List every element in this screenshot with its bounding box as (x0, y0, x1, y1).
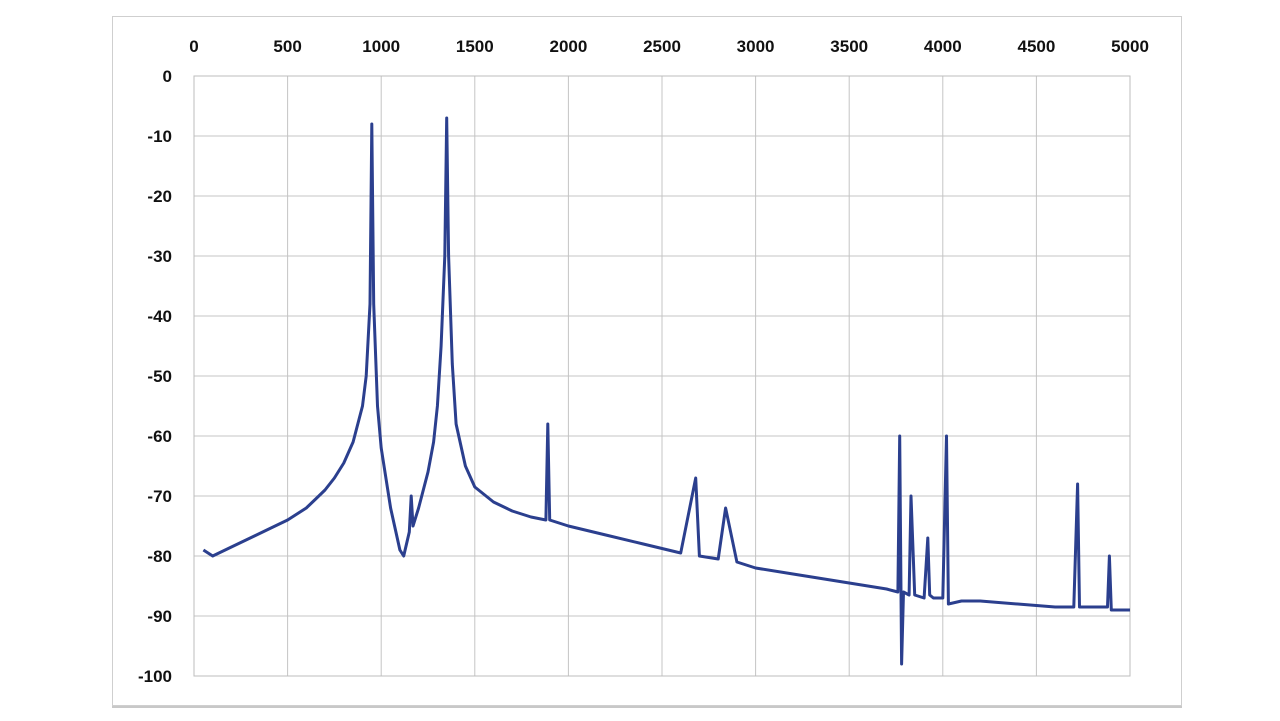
x-tick-label: 1500 (456, 37, 494, 56)
y-tick-label: -60 (147, 427, 172, 446)
series-group (202, 116, 1130, 666)
x-tick-label: 3500 (830, 37, 868, 56)
y-tick-label: -50 (147, 367, 172, 386)
y-tick-label: 0 (163, 67, 172, 86)
x-axis-ticks: 0 500 1000 1500 2000 2500 3000 3500 4000 4500 5000 (189, 37, 1149, 56)
y-tick-label: -30 (147, 247, 172, 266)
y-tick-label: -40 (147, 307, 172, 326)
bottom-divider (112, 706, 1182, 708)
x-tick-label: 3000 (737, 37, 775, 56)
x-tick-label: 2500 (643, 37, 681, 56)
y-tick-label: -100 (138, 667, 172, 686)
x-tick-label: 500 (273, 37, 301, 56)
y-tick-label: -80 (147, 547, 172, 566)
x-tick-label: 4500 (1017, 37, 1055, 56)
chart-frame (112, 16, 1182, 706)
x-tick-label: 5000 (1111, 37, 1149, 56)
y-tick-label: -10 (147, 127, 172, 146)
series-line (202, 116, 1130, 666)
grid-lines (193, 75, 1131, 677)
y-tick-label: -90 (147, 607, 172, 626)
y-tick-label: -70 (147, 487, 172, 506)
x-tick-label: 0 (189, 37, 198, 56)
x-tick-label: 2000 (549, 37, 587, 56)
plot-border (193, 75, 1131, 677)
x-tick-label: 4000 (924, 37, 962, 56)
y-tick-label: -20 (147, 187, 172, 206)
x-tick-label: 1000 (362, 37, 400, 56)
y-axis-ticks: 0 -10 -20 -30 -40 -50 -60 -70 -80 -90 -100 (138, 67, 172, 686)
